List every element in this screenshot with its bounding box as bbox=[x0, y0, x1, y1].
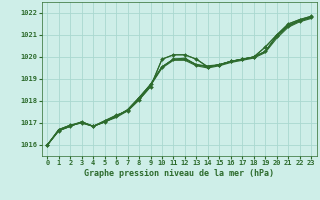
X-axis label: Graphe pression niveau de la mer (hPa): Graphe pression niveau de la mer (hPa) bbox=[84, 169, 274, 178]
